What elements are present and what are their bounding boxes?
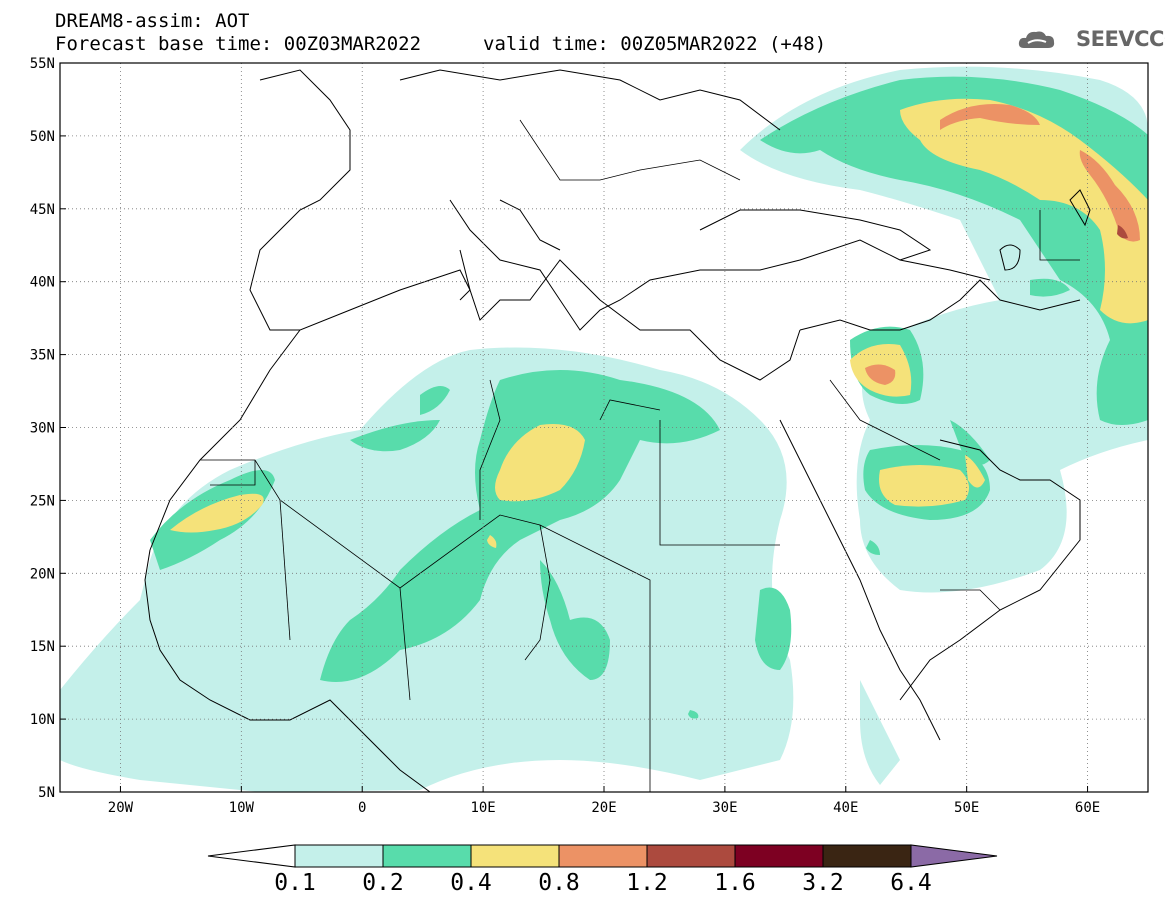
colorbar-label: 0.4 (450, 870, 492, 896)
y-tick-label: 35N (30, 348, 55, 364)
y-tick-label: 40N (30, 275, 55, 291)
colorbar-label: 6.4 (890, 870, 932, 896)
y-tick-label: 20N (30, 566, 55, 582)
x-tick-label: 10W (229, 800, 255, 816)
colorbar-swatch (382, 844, 472, 868)
x-tick-label: 40E (833, 800, 858, 816)
y-tick-label: 45N (30, 202, 55, 218)
coastlines (144, 69, 1091, 792)
aot-contours (60, 66, 1148, 792)
colorbar-swatch (646, 844, 736, 868)
map-grid (60, 63, 1148, 792)
colorbar-label: 3.2 (802, 870, 844, 896)
aot-level-1.2 (1117, 225, 1128, 239)
map-title: DREAM8-assim: AOT (55, 10, 250, 32)
y-tick-label: 50N (30, 129, 55, 145)
colorbar-swatch (470, 844, 560, 868)
colorbar-swatch (822, 844, 912, 868)
seevccc-logo-text: SEEVCCC (1076, 27, 1165, 51)
colorbar-label: 0.1 (274, 870, 316, 896)
x-tick-label: 30E (712, 800, 737, 816)
x-tick-label: 20E (591, 800, 616, 816)
x-tick-label: 50E (954, 800, 979, 816)
colorbar (207, 844, 998, 868)
x-tick-label: 20W (108, 800, 134, 816)
y-tick-label: 15N (30, 639, 55, 655)
colorbar-swatch (734, 844, 824, 868)
cloud-logo-icon (1018, 31, 1055, 48)
y-tick-label: 10N (30, 712, 55, 728)
country-borders (200, 119, 1080, 792)
colorbar-swatch (294, 844, 384, 868)
x-axis-ticks: 20W 10W 0 10E 20E 30E 40E 50E 60E (108, 786, 1100, 816)
valid-time: valid time: 00Z05MAR2022 (+48) (483, 33, 827, 55)
colorbar-swatch (558, 844, 648, 868)
y-tick-label: 25N (30, 493, 55, 509)
colorbar-high-arrow (910, 844, 998, 868)
colorbar-low-arrow (207, 844, 296, 868)
colorbar-label: 1.6 (714, 870, 756, 896)
forecast-base-time: Forecast base time: 00Z03MAR2022 (55, 33, 422, 55)
x-tick-label: 0 (358, 800, 366, 816)
x-tick-label: 10E (470, 800, 495, 816)
y-tick-label: 55N (30, 56, 55, 72)
colorbar-label: 0.8 (538, 870, 580, 896)
colorbar-label: 1.2 (626, 870, 668, 896)
y-axis-ticks: 55N 50N 45N 40N 35N 30N 25N 20N 15N 10N 5N (30, 56, 66, 801)
y-tick-label: 5N (38, 785, 55, 801)
aot-level-0.8 (865, 104, 1140, 385)
y-tick-label: 30N (30, 421, 55, 437)
colorbar-label: 0.2 (362, 870, 404, 896)
x-tick-label: 60E (1075, 800, 1100, 816)
